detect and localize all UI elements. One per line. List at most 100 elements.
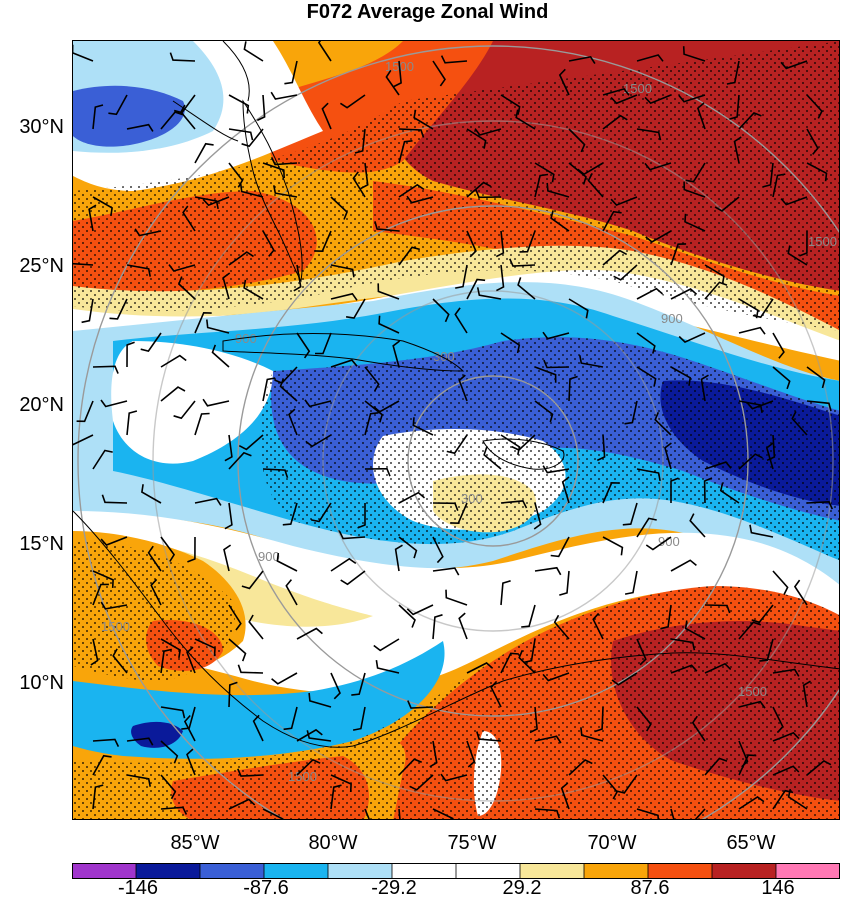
wind-barb — [602, 87, 630, 96]
wind-barb — [550, 210, 570, 232]
wind-barb — [454, 307, 468, 334]
wind-barb — [194, 196, 219, 210]
wind-barb — [252, 714, 264, 742]
wind-barb — [352, 171, 366, 198]
wind-barb — [466, 230, 477, 258]
wind-barb — [534, 808, 561, 819]
wind-barb — [338, 531, 366, 540]
wind-barb — [392, 340, 401, 368]
wind-barb — [194, 412, 210, 436]
wind-barb — [733, 136, 742, 164]
wind-barb — [602, 249, 628, 266]
wind-barb — [364, 400, 384, 423]
wind-barb — [202, 398, 230, 407]
wind-barb — [273, 185, 298, 198]
wind-barb — [228, 94, 250, 114]
wind-barb — [224, 434, 233, 462]
wind-barb — [296, 627, 323, 640]
wind-barb — [568, 56, 596, 65]
wind-barb — [610, 196, 638, 207]
wind-barb — [314, 230, 332, 253]
wind-barb — [644, 162, 672, 171]
wind-barb — [108, 94, 128, 116]
wind-barb — [285, 579, 298, 606]
wind-barb — [160, 536, 176, 562]
wind-barb — [76, 400, 94, 423]
wind-barb — [523, 638, 536, 664]
wind-barb — [704, 461, 732, 470]
wind-barb — [351, 672, 366, 696]
wind-barb — [262, 808, 284, 819]
colorbar-label: 29.2 — [502, 877, 542, 899]
ring-labels: 300 300 900 900 900 900 1500 1500 1500 1… — [101, 59, 837, 784]
wind-barb — [806, 94, 823, 119]
wind-barb — [602, 210, 622, 232]
top-left-blue — [73, 85, 185, 147]
wind-barb — [624, 400, 638, 425]
wind-barb — [602, 536, 624, 556]
wind-barb — [228, 451, 252, 470]
wind-barb — [594, 706, 604, 733]
lat-label: 25°N — [19, 255, 64, 277]
wind-barb — [432, 298, 450, 323]
wind-barb — [476, 287, 502, 300]
wind-barb — [330, 557, 357, 572]
wind-barb — [100, 399, 128, 408]
wind-barb — [719, 482, 740, 504]
wind-barb — [534, 162, 555, 183]
stipple-central — [259, 337, 839, 561]
wind-barb — [466, 278, 486, 300]
wind-barb — [751, 604, 774, 624]
wind-barb — [602, 114, 628, 130]
west-white-patch — [111, 341, 274, 464]
wind-barb — [223, 544, 232, 572]
wind-barb — [202, 196, 230, 207]
wind-barb — [73, 434, 94, 446]
wind-barb — [704, 604, 731, 614]
wind-barb — [288, 408, 298, 436]
wind-barb — [364, 467, 391, 477]
colorbar-label: -87.6 — [243, 877, 289, 899]
wind-barb — [793, 579, 808, 606]
wind-barb — [282, 502, 298, 526]
wind-barb — [806, 400, 832, 412]
wind-barb — [160, 706, 186, 719]
wind-barb — [73, 44, 94, 62]
wind-barb — [186, 748, 196, 776]
wind-barb — [636, 638, 647, 666]
wind-barb — [596, 434, 606, 462]
wind-barb — [262, 230, 275, 257]
wind-barb — [670, 664, 698, 674]
coastlines — [73, 41, 839, 748]
wind-barb — [92, 784, 104, 810]
wind-barb — [455, 264, 468, 289]
wind-barb — [533, 502, 542, 530]
wind-barb — [283, 706, 298, 731]
wind-barb — [262, 468, 289, 478]
wind-barb — [311, 502, 332, 523]
wind-barb — [772, 668, 800, 677]
wind-barb — [92, 570, 114, 588]
wind-barb — [714, 196, 740, 212]
wind-barb — [141, 484, 162, 504]
wind-barb — [440, 55, 468, 64]
wind-barb — [765, 442, 774, 470]
wind-barb — [670, 559, 697, 572]
wind-barb — [262, 377, 276, 402]
wind-barb — [126, 264, 151, 277]
wind-barb — [228, 251, 254, 266]
wind-barb — [534, 566, 562, 576]
wind-barb — [602, 481, 620, 504]
wind-barb — [738, 796, 765, 810]
wind-barb — [398, 536, 418, 559]
lat-label: 15°N — [19, 533, 64, 555]
wind-barb — [339, 94, 366, 109]
wind-barb — [534, 400, 554, 423]
wind-barb — [81, 298, 94, 324]
wind-barb — [92, 104, 104, 130]
wind-barb — [406, 604, 434, 616]
wind-barb — [450, 502, 468, 525]
colorbar-label: -29.2 — [371, 877, 417, 899]
range-ring-1200 — [152, 120, 834, 802]
wind-barb — [529, 706, 538, 734]
